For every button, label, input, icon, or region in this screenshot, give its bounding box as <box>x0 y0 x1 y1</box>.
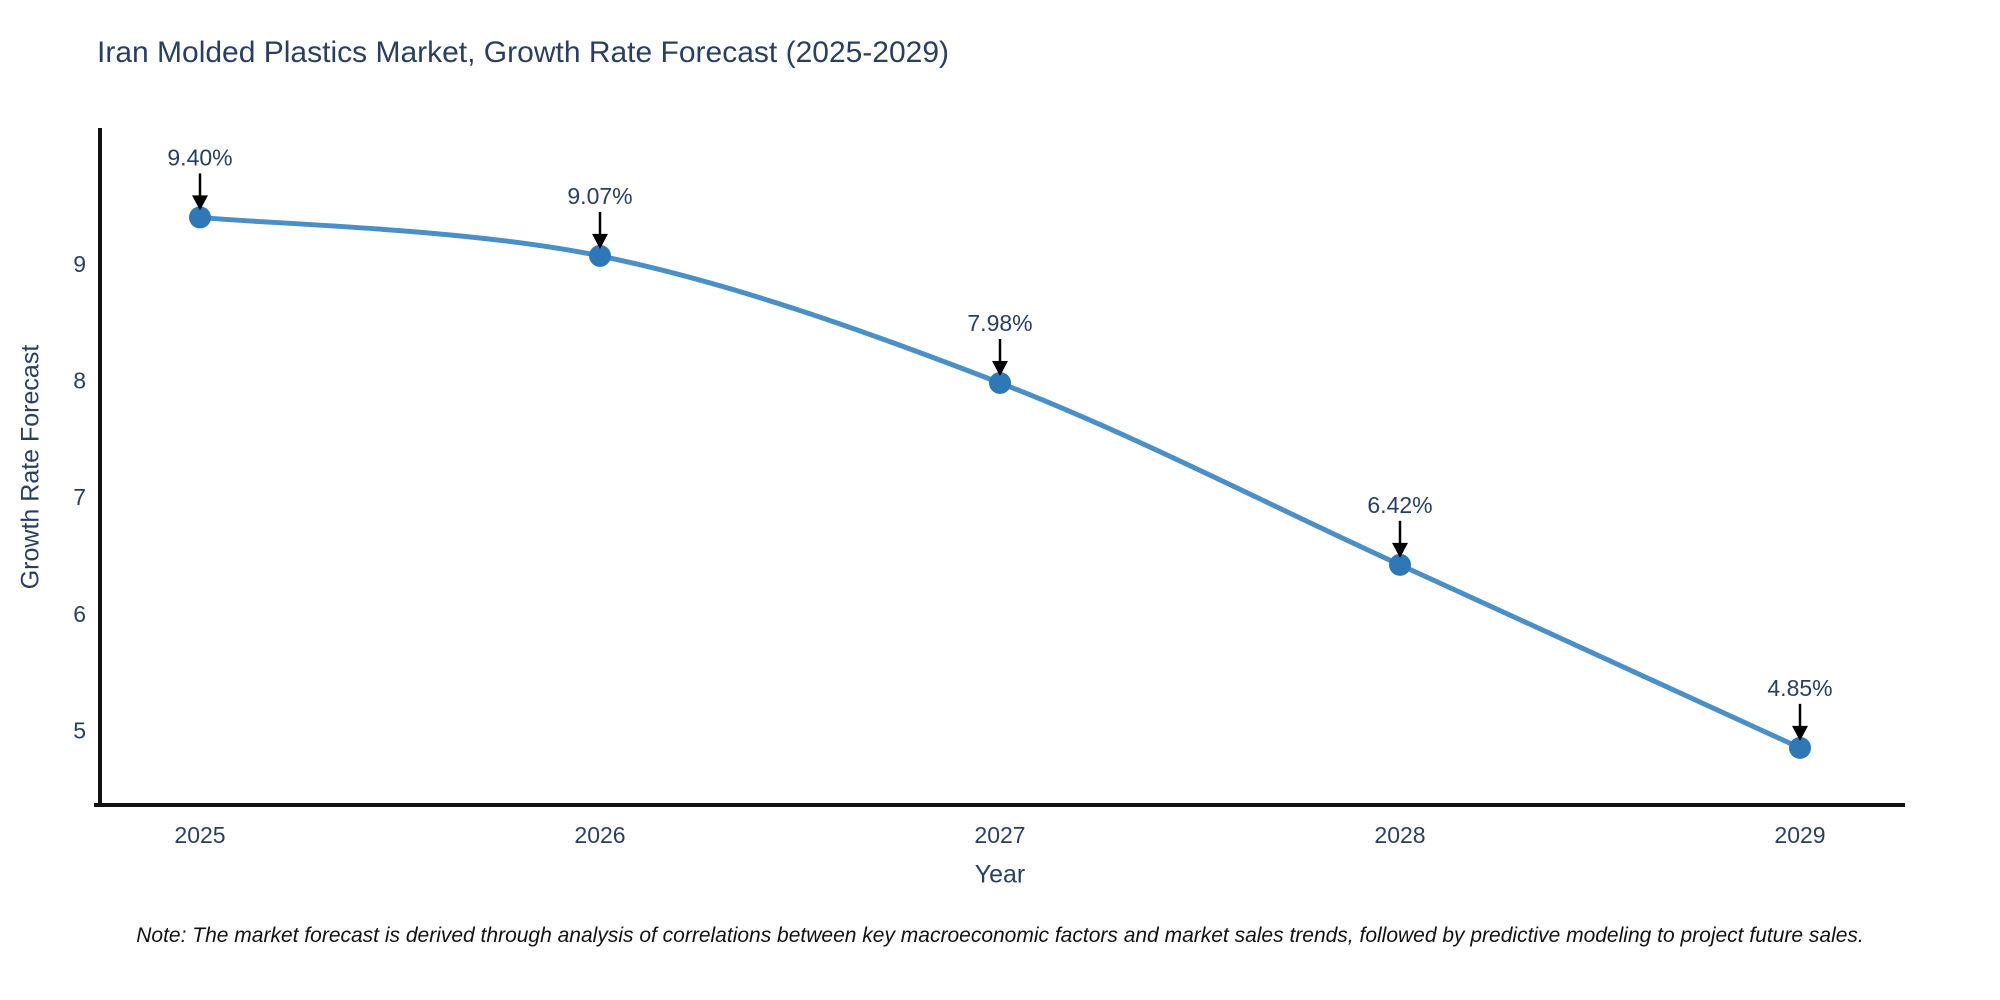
y-tick-label: 7 <box>73 484 86 510</box>
data-point-marker <box>1389 553 1411 576</box>
x-axis-title: Year <box>974 860 1026 889</box>
data-point-marker <box>589 244 611 267</box>
annotation-arrowhead <box>592 233 608 249</box>
y-tick-label: 9 <box>73 251 86 277</box>
data-point-marker <box>1789 736 1811 759</box>
x-tick-label: 2027 <box>974 822 1025 848</box>
data-label: 9.07% <box>567 183 632 209</box>
data-label: 9.40% <box>167 144 232 170</box>
x-tick-label: 2025 <box>174 822 225 848</box>
data-label: 7.98% <box>967 310 1032 336</box>
annotation-arrowhead <box>992 360 1008 376</box>
y-tick-label: 6 <box>73 601 86 627</box>
data-point-marker <box>189 206 211 229</box>
y-tick-label: 8 <box>73 368 86 394</box>
annotation-arrowhead <box>192 195 208 211</box>
chart-title: Iran Molded Plastics Market, Growth Rate… <box>97 36 950 69</box>
annotation-arrowhead <box>1792 725 1808 741</box>
y-tick-label: 5 <box>73 717 86 743</box>
x-tick-label: 2029 <box>1774 822 1825 848</box>
forecast-line <box>197 214 1803 751</box>
footnote: Note: The market forecast is derived thr… <box>136 924 1864 947</box>
x-tick-label: 2026 <box>574 822 625 848</box>
annotation-arrowhead <box>1392 542 1408 558</box>
y-axis-title: Growth Rate Forecast <box>16 344 45 590</box>
data-label: 4.85% <box>1767 675 1832 701</box>
x-tick-label: 2028 <box>1374 822 1425 848</box>
data-label: 6.42% <box>1367 492 1432 518</box>
data-point-marker <box>989 371 1011 394</box>
